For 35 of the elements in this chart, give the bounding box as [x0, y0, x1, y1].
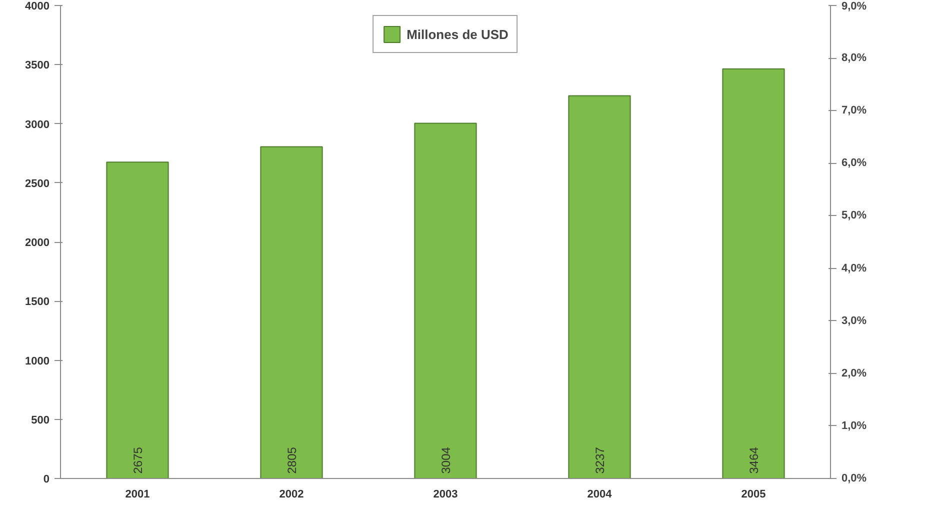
y-tick-label: 3500 [25, 60, 50, 72]
y2-tick-label: 0,0% [842, 472, 867, 484]
y2-tick-label: 2,0% [842, 367, 867, 380]
y2-tick-label: 3,0% [842, 314, 867, 327]
data-label: 3237 [593, 446, 607, 474]
y2-tick-label: 6,0% [842, 157, 867, 170]
y2-tick-label: 8,0% [842, 52, 867, 64]
x-tick-label: 2001 [125, 488, 150, 500]
bar [722, 68, 785, 478]
bar [414, 122, 477, 478]
x-tick-label: 2005 [741, 488, 766, 500]
y-tick-label: 2500 [25, 178, 50, 190]
y-tick-label: 3000 [25, 118, 50, 131]
y2-tick-label: 5,0% [842, 210, 867, 222]
bar [568, 95, 631, 478]
data-label: 2675 [131, 446, 145, 474]
y-tick-label: 500 [31, 414, 50, 426]
y2-tick-label: 4,0% [842, 262, 867, 274]
data-label: 3004 [439, 446, 453, 474]
bar [260, 146, 323, 478]
x-tick-label: 2003 [433, 488, 458, 500]
data-label: 2805 [285, 446, 299, 474]
y2-tick-label: 9,0% [842, 0, 867, 12]
y-tick-label: 4000 [25, 0, 50, 12]
bar [106, 162, 169, 478]
y-tick-label: 1000 [25, 355, 50, 368]
y2-tick-label: 7,0% [842, 104, 867, 117]
data-label: 3464 [747, 446, 761, 474]
legend-label: Millones de USD [406, 26, 508, 42]
y-tick-label: 0 [43, 474, 50, 486]
y-tick-label: 1500 [25, 296, 50, 308]
y2-tick-label: 1,0% [842, 420, 867, 432]
x-tick-label: 2002 [279, 488, 304, 500]
x-tick-label: 2004 [587, 488, 613, 500]
y-tick-label: 2000 [25, 237, 50, 249]
